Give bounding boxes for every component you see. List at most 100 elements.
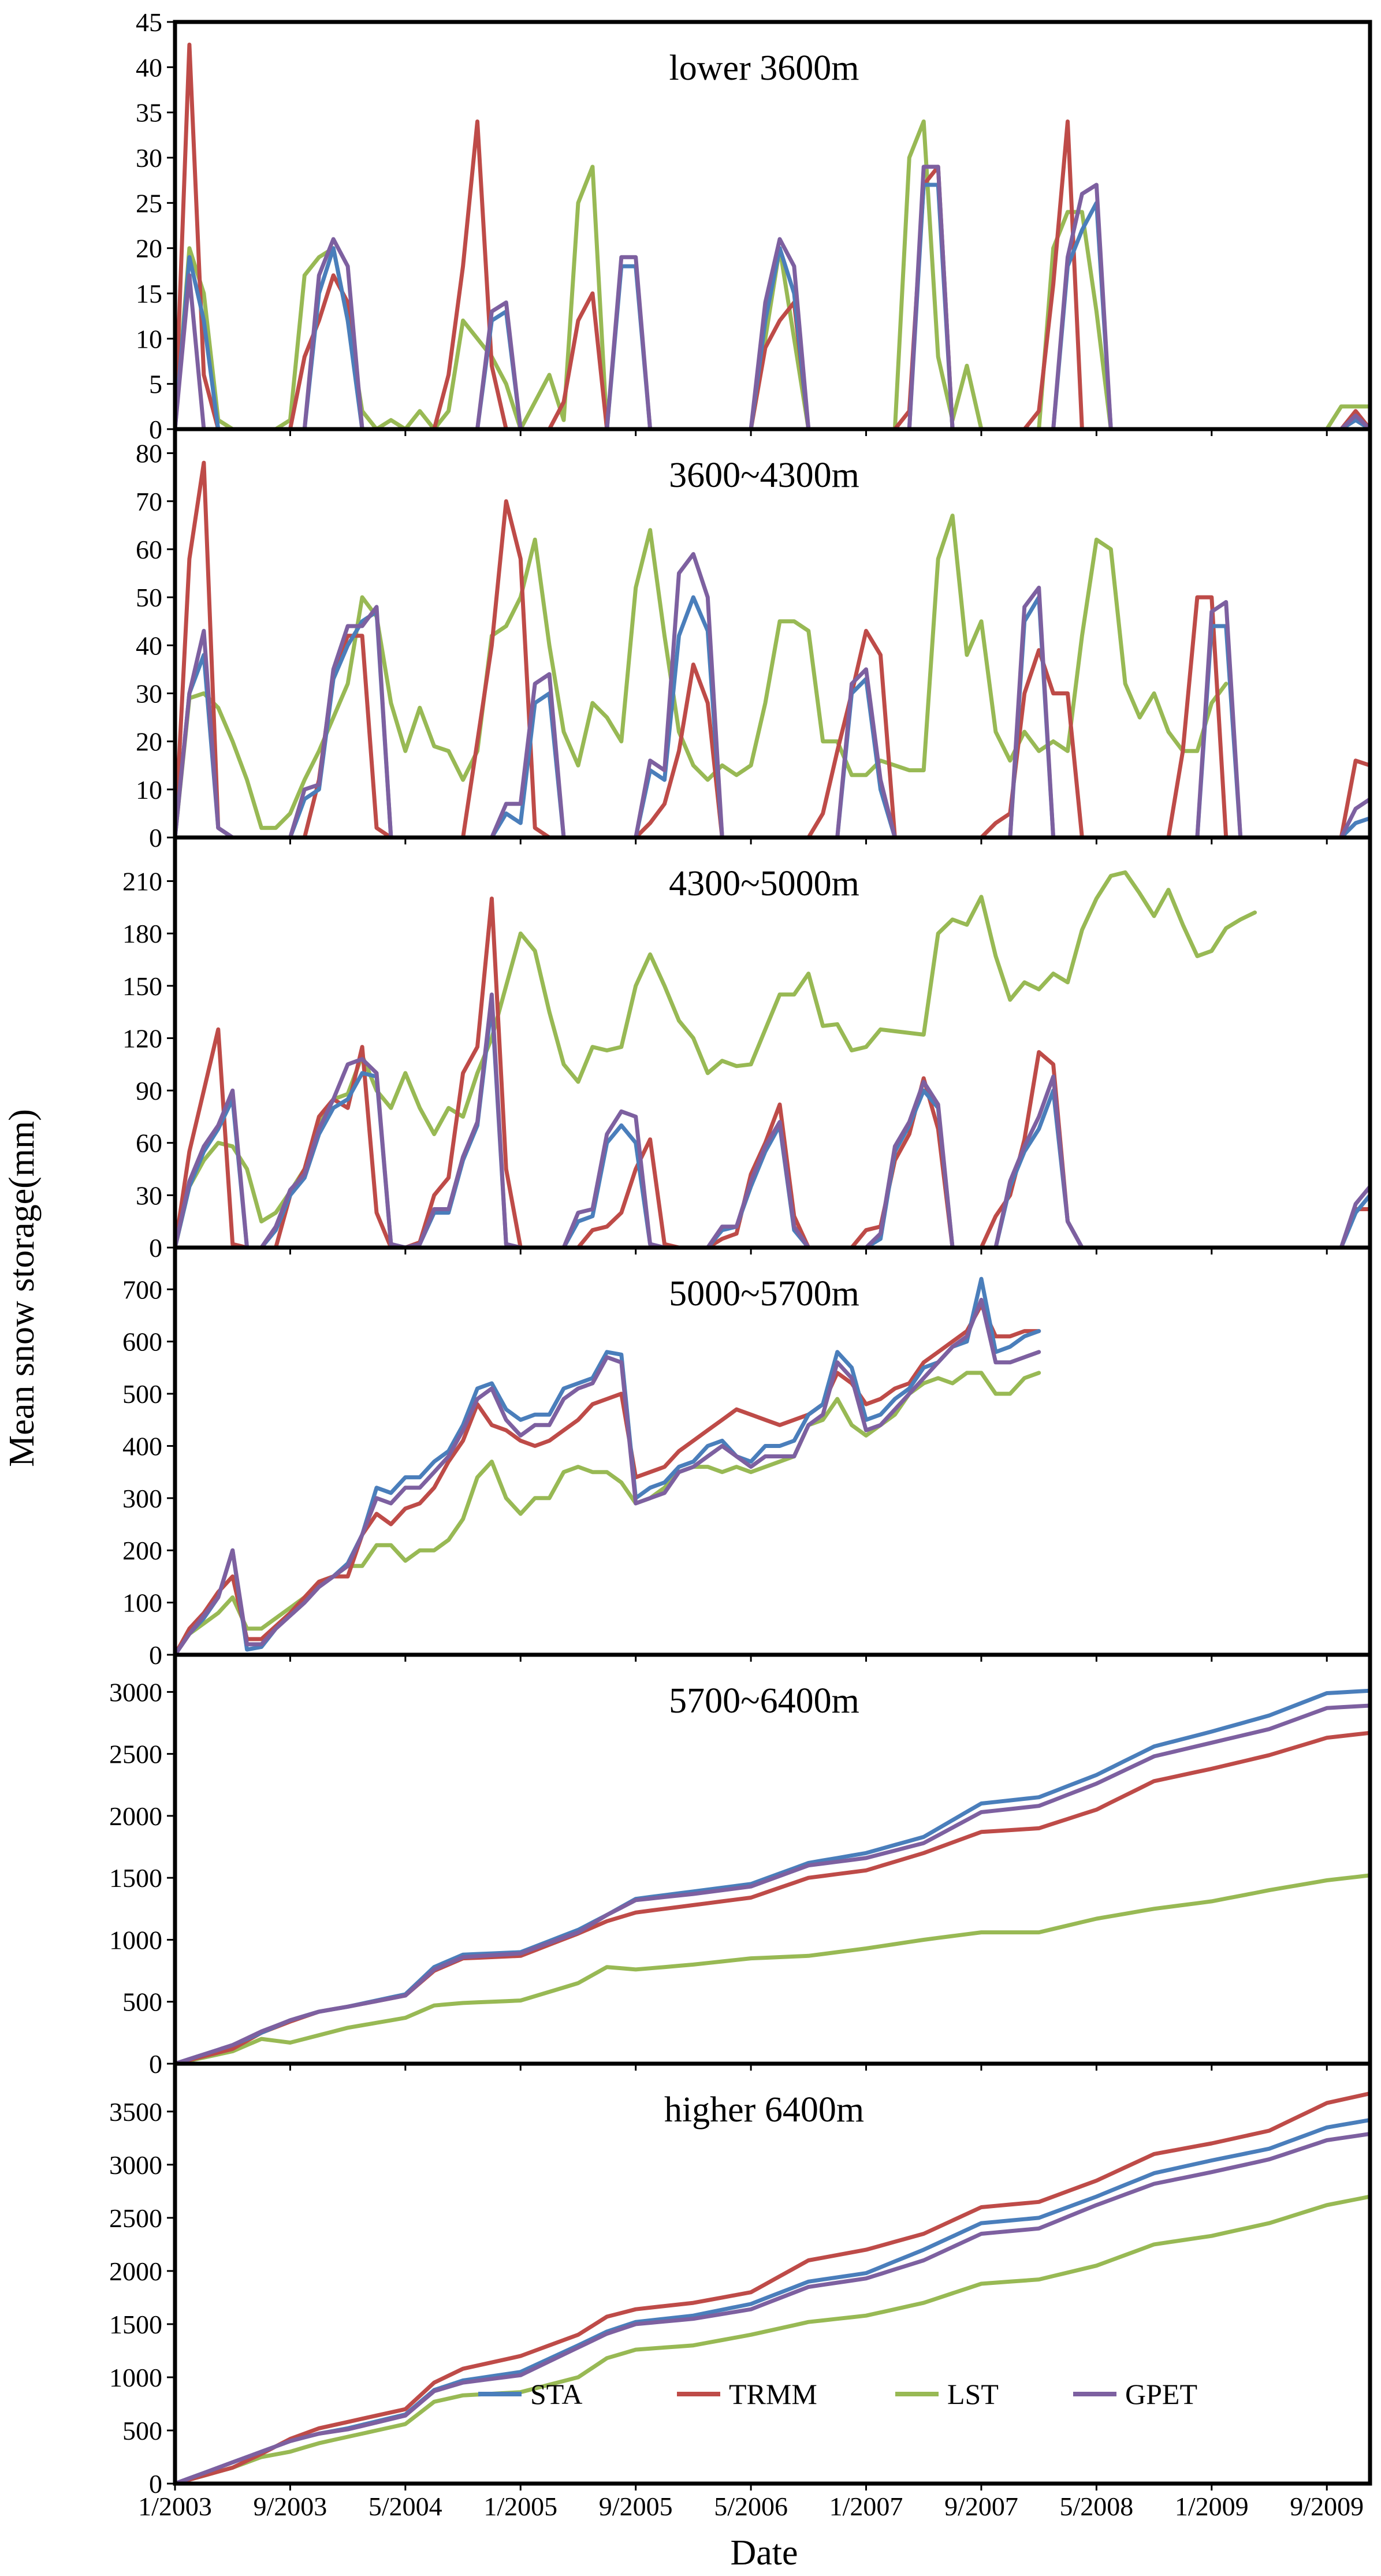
series-line-gpet [175,2132,1370,2484]
y-tick-label: 0 [149,1640,162,1670]
y-tick-label: 2500 [109,1740,162,1769]
x-tick-label: 9/2003 [254,2492,327,2521]
y-tick-label: 1500 [109,2310,162,2339]
y-tick-label: 40 [136,53,162,82]
y-tick-label: 30 [136,679,162,708]
x-axis-title: Date [730,2533,798,2573]
y-tick-label: 400 [122,1431,162,1461]
y-tick-label: 35 [136,98,162,128]
chart-panel: 0 500 1000 1500 2000 2500 3000 5700~6400m [109,1652,1372,2079]
y-tick-label: 15 [136,279,162,308]
series-line-trmm [175,1730,1370,2064]
legend: STA TRMM LST GPET [478,2378,1197,2410]
y-tick-label: 10 [136,775,162,805]
series-line-gpet [175,1297,1041,1655]
series-line-trmm [175,1302,1041,1655]
y-tick-label: 200 [122,1536,162,1565]
y-tick-label: 1000 [109,1925,162,1955]
y-tick-label: 20 [136,727,162,757]
y-tick-label: 0 [149,2049,162,2079]
legend-label-trmm: TRMM [729,2378,817,2410]
series-line-lst [175,870,1257,1248]
panel-title: 5700~6400m [669,1681,859,1721]
series-line-lst [175,1371,1041,1655]
y-axis-title: Mean snow storage(mm) [2,1109,42,1467]
series-line-sta [175,183,1370,429]
panel-title: 4300~5000m [669,864,859,903]
chart-panel: 0 500 1000 1500 2000 2500 3000 3500 higher 6400m [109,2061,1372,2499]
x-tick-label: 1/2007 [829,2492,903,2521]
y-tick-label: 500 [122,1379,162,1409]
y-tick-label: 0 [149,415,162,444]
x-tick-label: 9/2009 [1290,2492,1364,2521]
y-tick-label: 0 [149,1233,162,1263]
panel-title: higher 6400m [664,2090,864,2130]
y-tick-label: 300 [122,1484,162,1513]
x-tick-label: 9/2005 [599,2492,673,2521]
y-tick-label: 2500 [109,2203,162,2233]
legend-label-lst: LST [947,2378,999,2410]
y-tick-label: 50 [136,583,162,612]
x-tick-label: 1/2005 [483,2492,557,2521]
y-tick-label: 30 [136,1181,162,1210]
series-line-trmm [175,42,1370,429]
y-tick-label: 2000 [109,2257,162,2286]
series-group [175,2091,1370,2484]
y-tick-label: 0 [149,2469,162,2499]
y-tick-label: 150 [122,971,162,1001]
panel-title: 3600~4300m [669,456,859,495]
chart-panel: 0 100 200 300 400 500 600 700 5000~5700m [122,1245,1372,1670]
x-tick-label: 5/2008 [1060,2492,1134,2521]
y-tick-label: 3000 [109,1677,162,1707]
series-line-sta [175,595,1370,837]
y-tick-label: 700 [122,1275,162,1304]
y-tick-label: 10 [136,324,162,353]
y-tick-label: 80 [136,439,162,468]
y-tick-label: 25 [136,188,162,218]
series-line-gpet [175,165,1370,429]
series-line-lst [175,1873,1370,2064]
legend-label-sta: STA [530,2378,582,2410]
x-tick-label: 1/2009 [1175,2492,1249,2521]
y-tick-label: 60 [136,1129,162,1158]
chart-panel: 0 30 60 90 120 150 180 210 4300~5000m [122,835,1372,1263]
series-line-gpet [175,552,1370,837]
x-tick-label: 1/2003 [138,2492,212,2521]
y-tick-label: 3000 [109,2150,162,2180]
panel-title: lower 3600m [669,49,859,88]
y-tick-label: 500 [122,2416,162,2445]
series-group [175,460,1370,837]
y-tick-label: 1000 [109,2363,162,2392]
series-group [175,870,1370,1248]
y-tick-label: 100 [122,1588,162,1618]
series-line-trmm [175,460,1370,837]
y-tick-label: 20 [136,234,162,263]
y-tick-label: 120 [122,1023,162,1053]
y-tick-label: 3500 [109,2097,162,2127]
y-tick-label: 500 [122,1987,162,2017]
chart-panel: 0 5 10 15 20 25 30 35 40 45 lower 3600m [136,8,1372,444]
y-tick-label: 5 [149,370,162,399]
y-tick-label: 600 [122,1327,162,1357]
series-line-lst [175,2194,1370,2484]
y-tick-label: 180 [122,919,162,948]
panels-layer: 0 5 10 15 20 25 30 35 40 45 lower 3600m 0 10 20 30 40 50… [109,8,1372,2499]
series-group [175,1688,1370,2064]
y-tick-label: 60 [136,535,162,564]
y-tick-label: 70 [136,487,162,516]
series-line-trmm [175,2091,1370,2484]
x-tick-label: 5/2004 [368,2492,442,2521]
y-tick-label: 1500 [109,1863,162,1893]
legend-label-gpet: GPET [1125,2378,1197,2410]
series-line-gpet [175,1703,1370,2064]
series-group [175,42,1370,429]
y-tick-label: 90 [136,1076,162,1105]
x-tick-label: 9/2007 [944,2492,1018,2521]
x-axis-labels: 1/2003 9/2003 5/2004 1/2005 9/2005 5/200… [138,2492,1364,2521]
y-tick-label: 45 [136,8,162,37]
series-line-lst [175,513,1229,837]
x-tick-label: 5/2006 [714,2492,788,2521]
series-line-trmm [175,896,1370,1248]
chart-panel: 0 10 20 30 40 50 60 70 80 3600~4300m [136,427,1372,853]
